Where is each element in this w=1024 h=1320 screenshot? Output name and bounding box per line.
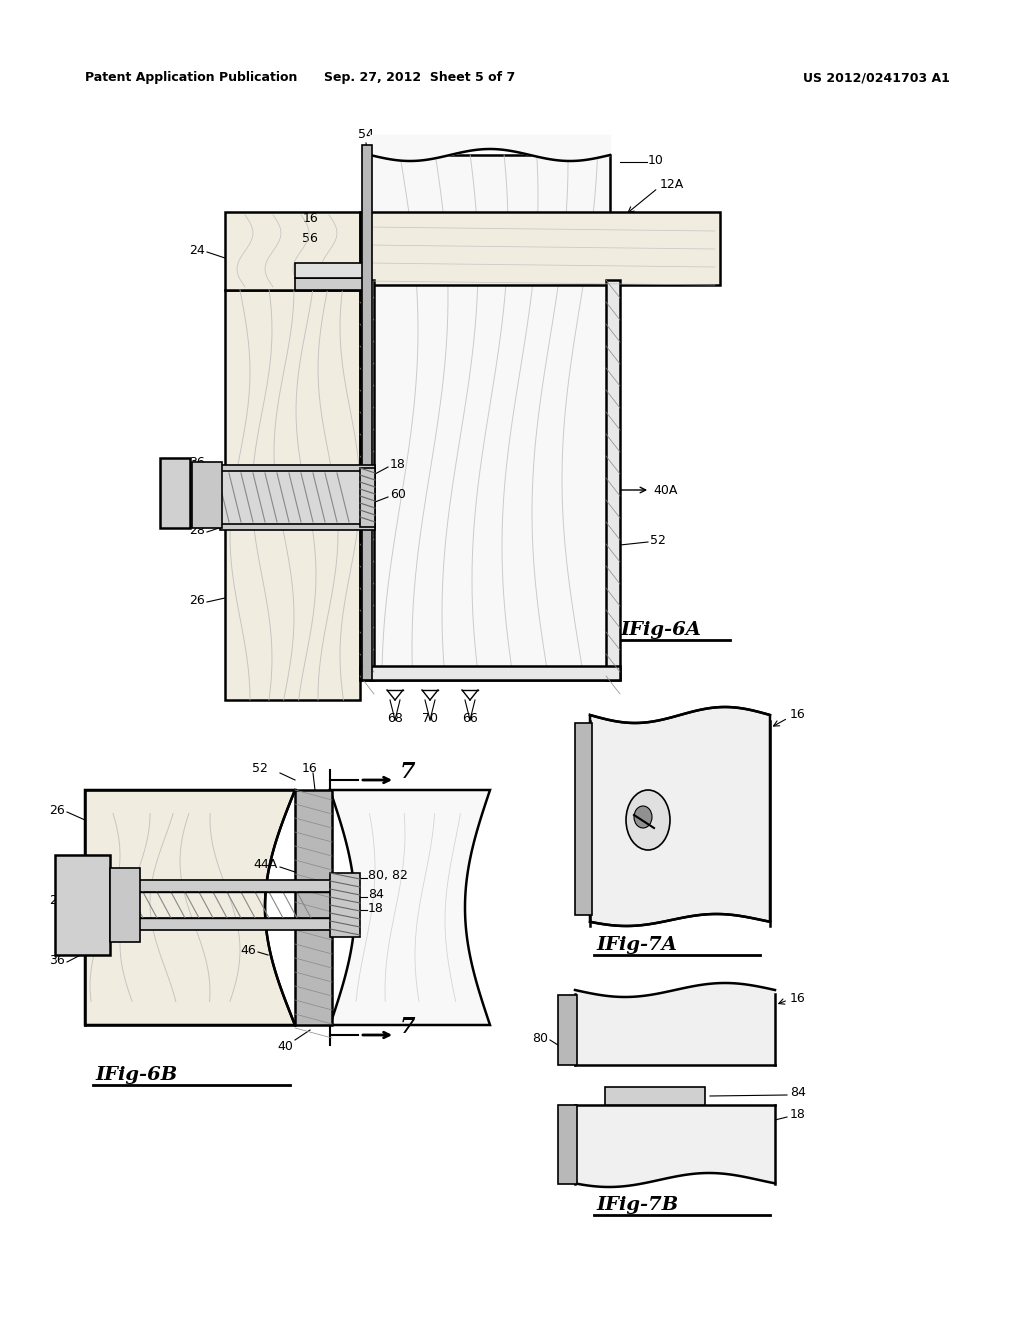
- Text: 60: 60: [390, 488, 406, 502]
- Polygon shape: [295, 279, 370, 290]
- Text: 84: 84: [790, 1086, 806, 1100]
- Polygon shape: [605, 1086, 705, 1105]
- Polygon shape: [360, 280, 374, 680]
- Text: 24: 24: [189, 243, 205, 256]
- Polygon shape: [85, 789, 295, 1026]
- Text: 46: 46: [332, 502, 348, 515]
- Text: 7: 7: [400, 1016, 416, 1038]
- Polygon shape: [360, 213, 720, 285]
- Text: 18: 18: [790, 1109, 806, 1122]
- Text: 18: 18: [368, 902, 384, 915]
- Text: IFig-6B: IFig-6B: [95, 1067, 177, 1084]
- Text: 46: 46: [240, 944, 256, 957]
- Text: 10: 10: [648, 153, 664, 166]
- Text: IFig-7A: IFig-7A: [596, 936, 677, 954]
- Polygon shape: [195, 471, 362, 524]
- Polygon shape: [220, 517, 375, 531]
- Text: 36: 36: [49, 953, 65, 966]
- Polygon shape: [370, 154, 610, 680]
- Text: 84: 84: [368, 888, 384, 902]
- Polygon shape: [225, 213, 360, 290]
- Text: 28: 28: [49, 894, 65, 907]
- Polygon shape: [193, 462, 222, 528]
- Text: 68: 68: [387, 711, 402, 725]
- Text: 7: 7: [400, 762, 416, 783]
- Polygon shape: [330, 873, 360, 937]
- Polygon shape: [160, 458, 190, 528]
- Polygon shape: [295, 789, 332, 1026]
- Polygon shape: [55, 855, 110, 954]
- Text: 52: 52: [252, 762, 268, 775]
- Polygon shape: [295, 263, 370, 279]
- Text: 16: 16: [302, 211, 318, 224]
- Text: 12A: 12A: [660, 178, 684, 191]
- Text: IFig-7B: IFig-7B: [596, 1196, 678, 1214]
- Text: 40A: 40A: [653, 483, 677, 496]
- Polygon shape: [360, 667, 620, 680]
- Text: IFig-6A: IFig-6A: [620, 620, 700, 639]
- Text: 26: 26: [189, 594, 205, 606]
- Polygon shape: [575, 723, 592, 915]
- Text: 16: 16: [790, 709, 806, 722]
- Text: 66: 66: [462, 711, 478, 725]
- Text: 18: 18: [390, 458, 406, 471]
- Text: 26: 26: [49, 804, 65, 817]
- Polygon shape: [110, 917, 332, 931]
- Text: 44A: 44A: [254, 858, 278, 871]
- Polygon shape: [606, 280, 620, 680]
- Text: 84: 84: [574, 816, 590, 829]
- Polygon shape: [360, 469, 375, 527]
- Text: 18: 18: [690, 833, 706, 846]
- Text: Sep. 27, 2012  Sheet 5 of 7: Sep. 27, 2012 Sheet 5 of 7: [325, 71, 516, 84]
- Polygon shape: [220, 465, 375, 477]
- Text: US 2012/0241703 A1: US 2012/0241703 A1: [803, 71, 950, 84]
- Text: 54: 54: [358, 128, 374, 140]
- Polygon shape: [558, 1105, 577, 1184]
- Polygon shape: [558, 995, 577, 1065]
- Ellipse shape: [626, 789, 670, 850]
- Polygon shape: [362, 145, 372, 680]
- Polygon shape: [110, 869, 140, 942]
- Text: 36: 36: [189, 455, 205, 469]
- Text: 56: 56: [302, 231, 318, 244]
- Text: Patent Application Publication: Patent Application Publication: [85, 71, 297, 84]
- Text: 82: 82: [720, 801, 736, 814]
- Text: 28: 28: [189, 524, 205, 536]
- Polygon shape: [590, 708, 770, 927]
- Text: 16: 16: [302, 762, 317, 775]
- Text: 70: 70: [422, 711, 438, 725]
- Text: 80, 82: 80, 82: [368, 870, 408, 883]
- Polygon shape: [225, 290, 360, 700]
- Polygon shape: [110, 880, 332, 892]
- Text: 80: 80: [532, 1031, 548, 1044]
- Ellipse shape: [634, 807, 652, 828]
- Text: 52: 52: [650, 533, 666, 546]
- Polygon shape: [330, 789, 490, 1026]
- Text: 40: 40: [278, 1040, 293, 1053]
- Text: 16: 16: [790, 991, 806, 1005]
